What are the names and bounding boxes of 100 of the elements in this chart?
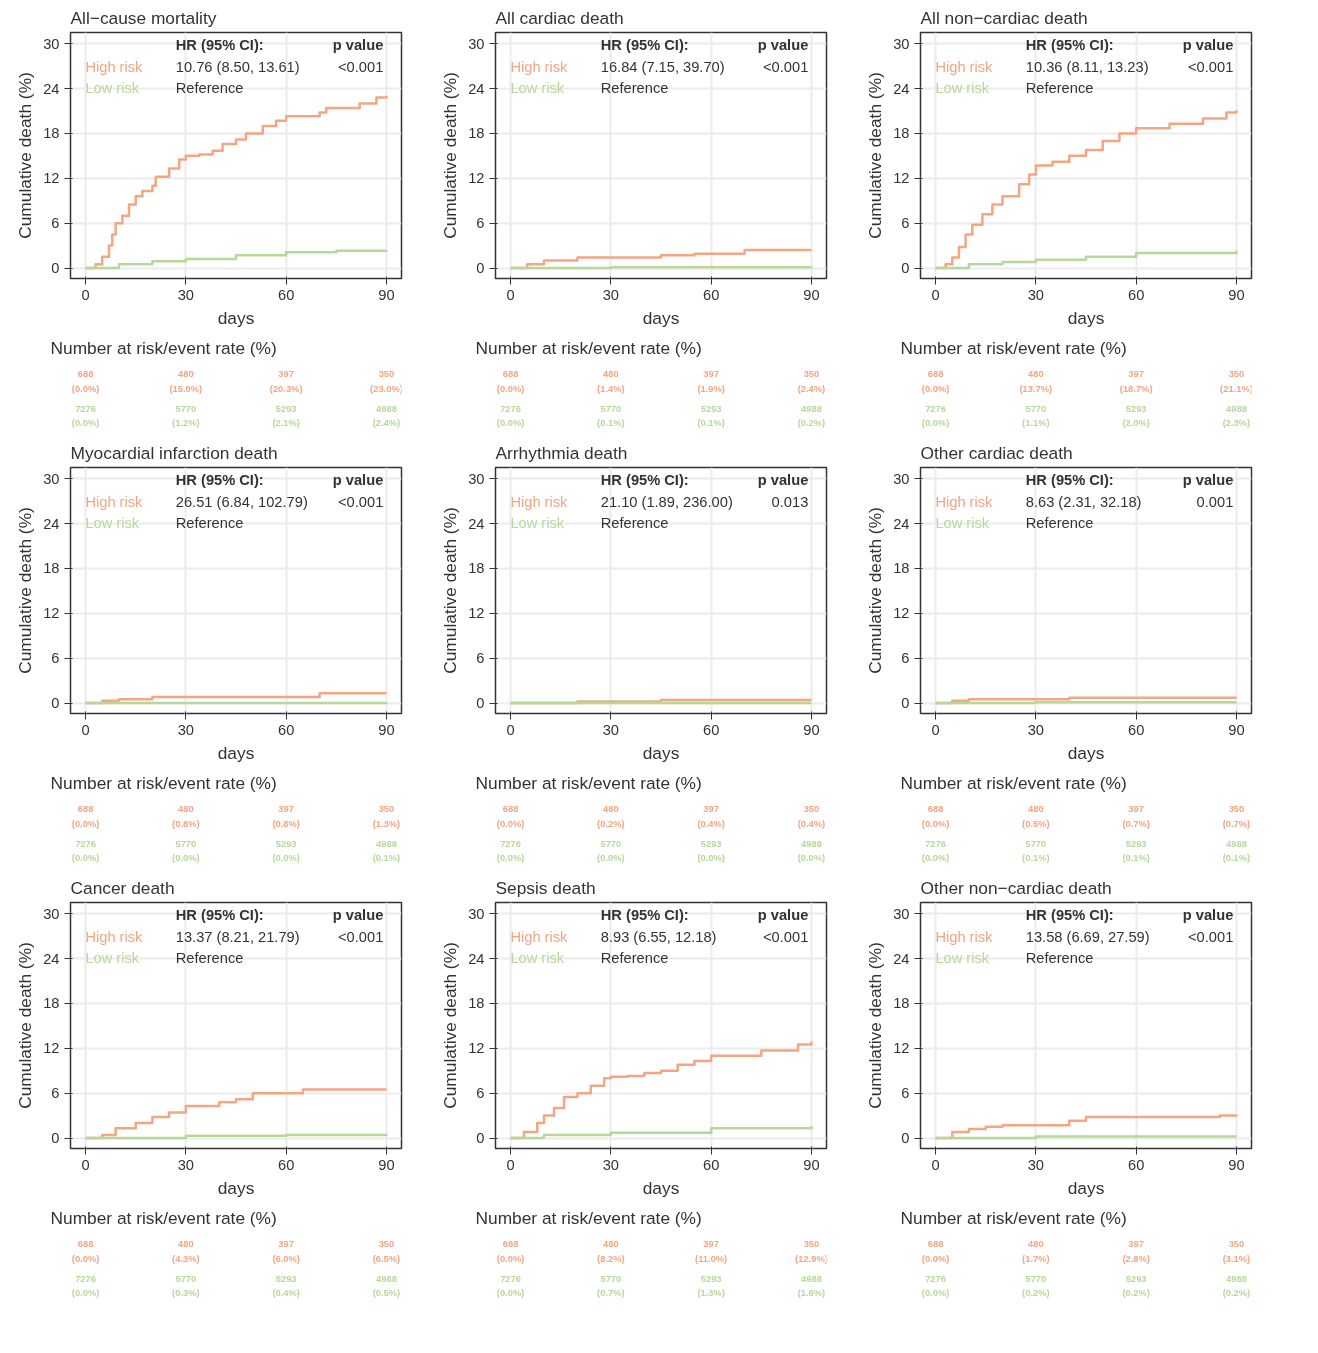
text: (0.0%) <box>921 1288 950 1299</box>
text: 7276 <box>925 403 946 414</box>
text: High risk <box>935 58 994 75</box>
text: 5293 <box>700 838 722 849</box>
text: 4988 <box>801 838 822 849</box>
y-tick-label: 6 <box>901 1085 910 1102</box>
text: 5770 <box>600 1273 622 1284</box>
y-tick-label: 30 <box>43 35 60 52</box>
text: 397 <box>703 804 719 814</box>
text: (0.1%) <box>1022 853 1050 864</box>
text: Low risk <box>510 79 565 96</box>
text: 397 <box>1128 369 1144 379</box>
text: (1.4%) <box>597 383 625 394</box>
text: 480 <box>178 1239 194 1249</box>
text: Number at risk/event rate (%) <box>475 1207 702 1228</box>
text: (0.0%) <box>921 853 950 864</box>
x-axis-title: days <box>217 1177 255 1198</box>
x-tick-label: 30 <box>177 1156 195 1173</box>
text: 7276 <box>500 838 521 849</box>
x-axis-title: days <box>642 307 680 328</box>
annotation: HR (95% CI): <box>1025 906 1114 923</box>
text: (1.2%) <box>172 418 200 429</box>
text: 4988 <box>801 1273 822 1284</box>
text: 4988 <box>801 403 822 414</box>
text: 5770 <box>175 1273 197 1284</box>
text: (12.9%) <box>795 1253 828 1264</box>
y-tick-label: 24 <box>468 950 485 967</box>
text: (2.1%) <box>272 418 300 429</box>
text: High risk <box>935 928 994 945</box>
text: (0.0%) <box>797 853 826 864</box>
text: (0.0%) <box>71 818 100 829</box>
x-tick-label: 90 <box>803 286 820 303</box>
x-tick-label: 90 <box>1228 721 1245 738</box>
text: (0.0%) <box>921 383 950 394</box>
text: 7276 <box>500 403 521 414</box>
text: (0.0%) <box>172 853 200 864</box>
chart-title: All−cause mortality <box>70 7 217 28</box>
annotation: Reference <box>175 949 244 966</box>
text: Low risk <box>85 949 140 966</box>
text: 7276 <box>925 838 946 849</box>
text: (0.0%) <box>71 1288 100 1299</box>
y-axis-title: Cumulative death (%) <box>440 507 461 674</box>
y-tick-label: 18 <box>43 560 60 577</box>
text: (6.5%) <box>372 1253 401 1264</box>
text: 5770 <box>1025 403 1047 414</box>
text: (0.0%) <box>496 418 525 429</box>
text: (2.0%) <box>1122 418 1150 429</box>
text: (2.4%) <box>797 383 826 394</box>
text: High risk <box>510 58 569 75</box>
y-tick-label: 18 <box>468 560 485 577</box>
y-tick-label: 24 <box>468 515 485 532</box>
x-tick-label: 30 <box>177 286 195 303</box>
text: 7276 <box>75 838 96 849</box>
y-tick-label: 18 <box>43 995 60 1012</box>
annotation: p value <box>757 906 809 923</box>
x-tick-label: 90 <box>803 721 820 738</box>
x-tick-label: 60 <box>1128 286 1145 303</box>
y-tick-label: 12 <box>893 605 910 622</box>
annotation: <0.001 <box>763 928 809 945</box>
y-tick-label: 30 <box>468 470 485 487</box>
x-tick-label: 90 <box>378 286 395 303</box>
text: High risk <box>935 493 994 510</box>
text: 5293 <box>275 403 297 414</box>
y-tick-label: 6 <box>476 650 485 667</box>
text: 350 <box>803 1239 820 1249</box>
text: (1.1%) <box>1022 418 1050 429</box>
text: (1.3%) <box>372 818 401 829</box>
text: 7276 <box>75 1273 96 1284</box>
chart-title: Sepsis death <box>495 877 596 898</box>
annotation: 8.63 (2.31, 32.18) <box>1025 493 1142 510</box>
annotation: 26.51 (6.84, 102.79) <box>175 493 308 510</box>
text: 4988 <box>1226 838 1247 849</box>
y-tick-label: 30 <box>893 905 910 922</box>
y-tick-label: 30 <box>893 470 910 487</box>
annotation: p value <box>1182 471 1234 488</box>
x-tick-label: 60 <box>278 1156 295 1173</box>
text: 688 <box>502 1239 519 1249</box>
y-tick-label: 6 <box>476 215 485 232</box>
y-tick-label: 18 <box>468 995 485 1012</box>
y-tick-label: 12 <box>893 170 910 187</box>
text: (3.1%) <box>1222 1253 1251 1264</box>
y-tick-label: 30 <box>43 470 60 487</box>
text: 5293 <box>1125 838 1147 849</box>
text: 5293 <box>275 838 297 849</box>
text: (0.1%) <box>597 418 625 429</box>
annotation: 8.93 (6.55, 12.18) <box>600 928 717 945</box>
y-tick-label: 0 <box>51 695 60 712</box>
text: 5770 <box>600 838 622 849</box>
text: 5293 <box>700 403 722 414</box>
x-tick-label: 90 <box>1228 1156 1245 1173</box>
text: 688 <box>77 369 94 379</box>
text: (0.2%) <box>1122 1288 1150 1299</box>
annotation: Reference <box>1025 514 1094 531</box>
text: (0.0%) <box>921 1253 950 1264</box>
text: 4988 <box>1226 1273 1247 1284</box>
text: (11.0%) <box>695 1253 728 1264</box>
text: 7276 <box>925 1273 946 1284</box>
text: (0.2%) <box>797 418 826 429</box>
x-axis-title: days <box>642 742 680 763</box>
text: (20.3%) <box>269 383 303 394</box>
